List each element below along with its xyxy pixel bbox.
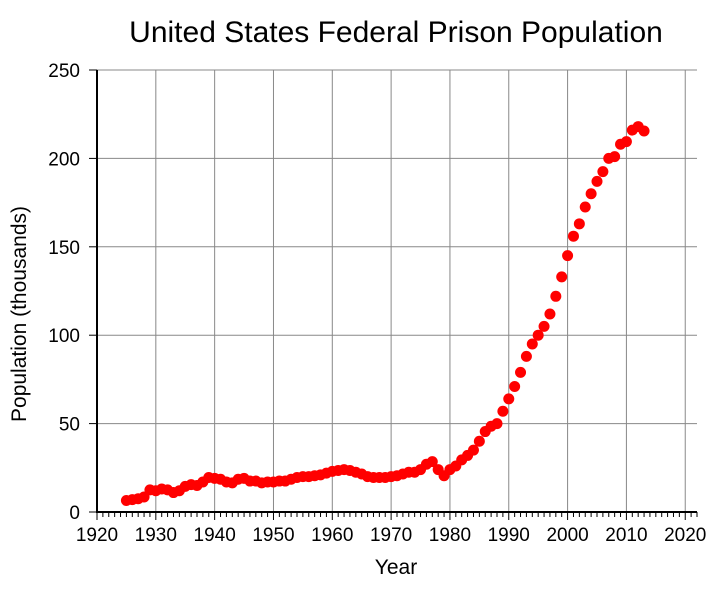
data-points (120, 121, 650, 507)
data-point (497, 405, 509, 417)
data-point (567, 230, 579, 242)
data-point (579, 201, 591, 213)
y-tick-label: 150 (48, 238, 80, 259)
x-tick-label: 1950 (252, 525, 294, 546)
data-point (585, 188, 597, 200)
data-point (609, 151, 621, 163)
grid (97, 69, 697, 512)
x-tick-label: 1980 (429, 525, 471, 546)
data-point (538, 320, 550, 332)
data-point (550, 290, 562, 302)
data-point (620, 136, 632, 148)
data-point (591, 175, 603, 187)
x-axis-label: Year (375, 556, 417, 579)
x-tick-label: 2020 (664, 525, 706, 546)
data-point (509, 380, 521, 392)
data-point (573, 218, 585, 230)
chart-title: United States Federal Prison Population (129, 16, 663, 49)
data-point (532, 329, 544, 341)
y-tick-label: 200 (48, 149, 80, 170)
x-tick-label: 1940 (194, 525, 236, 546)
data-point (467, 444, 479, 456)
data-point (515, 366, 527, 378)
data-point (473, 435, 485, 447)
x-tick-label: 1970 (370, 525, 412, 546)
y-tick-label: 100 (48, 326, 80, 347)
x-tick-label: 2000 (546, 525, 588, 546)
data-point (503, 393, 515, 405)
x-tick-label: 1920 (76, 525, 118, 546)
axes: 1920 1930 1940 1950 1960 1970 1980 1990 2000 2010… (48, 61, 706, 546)
x-tick-label: 2010 (605, 525, 647, 546)
data-point (556, 271, 568, 283)
data-point (544, 308, 556, 320)
data-point (638, 125, 650, 137)
x-tick-label: 1960 (311, 525, 353, 546)
data-point (597, 166, 609, 178)
y-tick-label: 0 (69, 503, 80, 524)
data-point (520, 350, 532, 362)
data-point (491, 418, 503, 430)
data-point (526, 338, 538, 350)
y-tick-label: 250 (48, 61, 80, 82)
data-point (562, 250, 574, 262)
data-point (426, 456, 438, 468)
x-tick-label: 1990 (488, 525, 530, 546)
y-axis-label: Population (thousands) (8, 206, 31, 422)
x-tick-label: 1930 (135, 525, 177, 546)
y-tick-label: 50 (59, 415, 80, 436)
